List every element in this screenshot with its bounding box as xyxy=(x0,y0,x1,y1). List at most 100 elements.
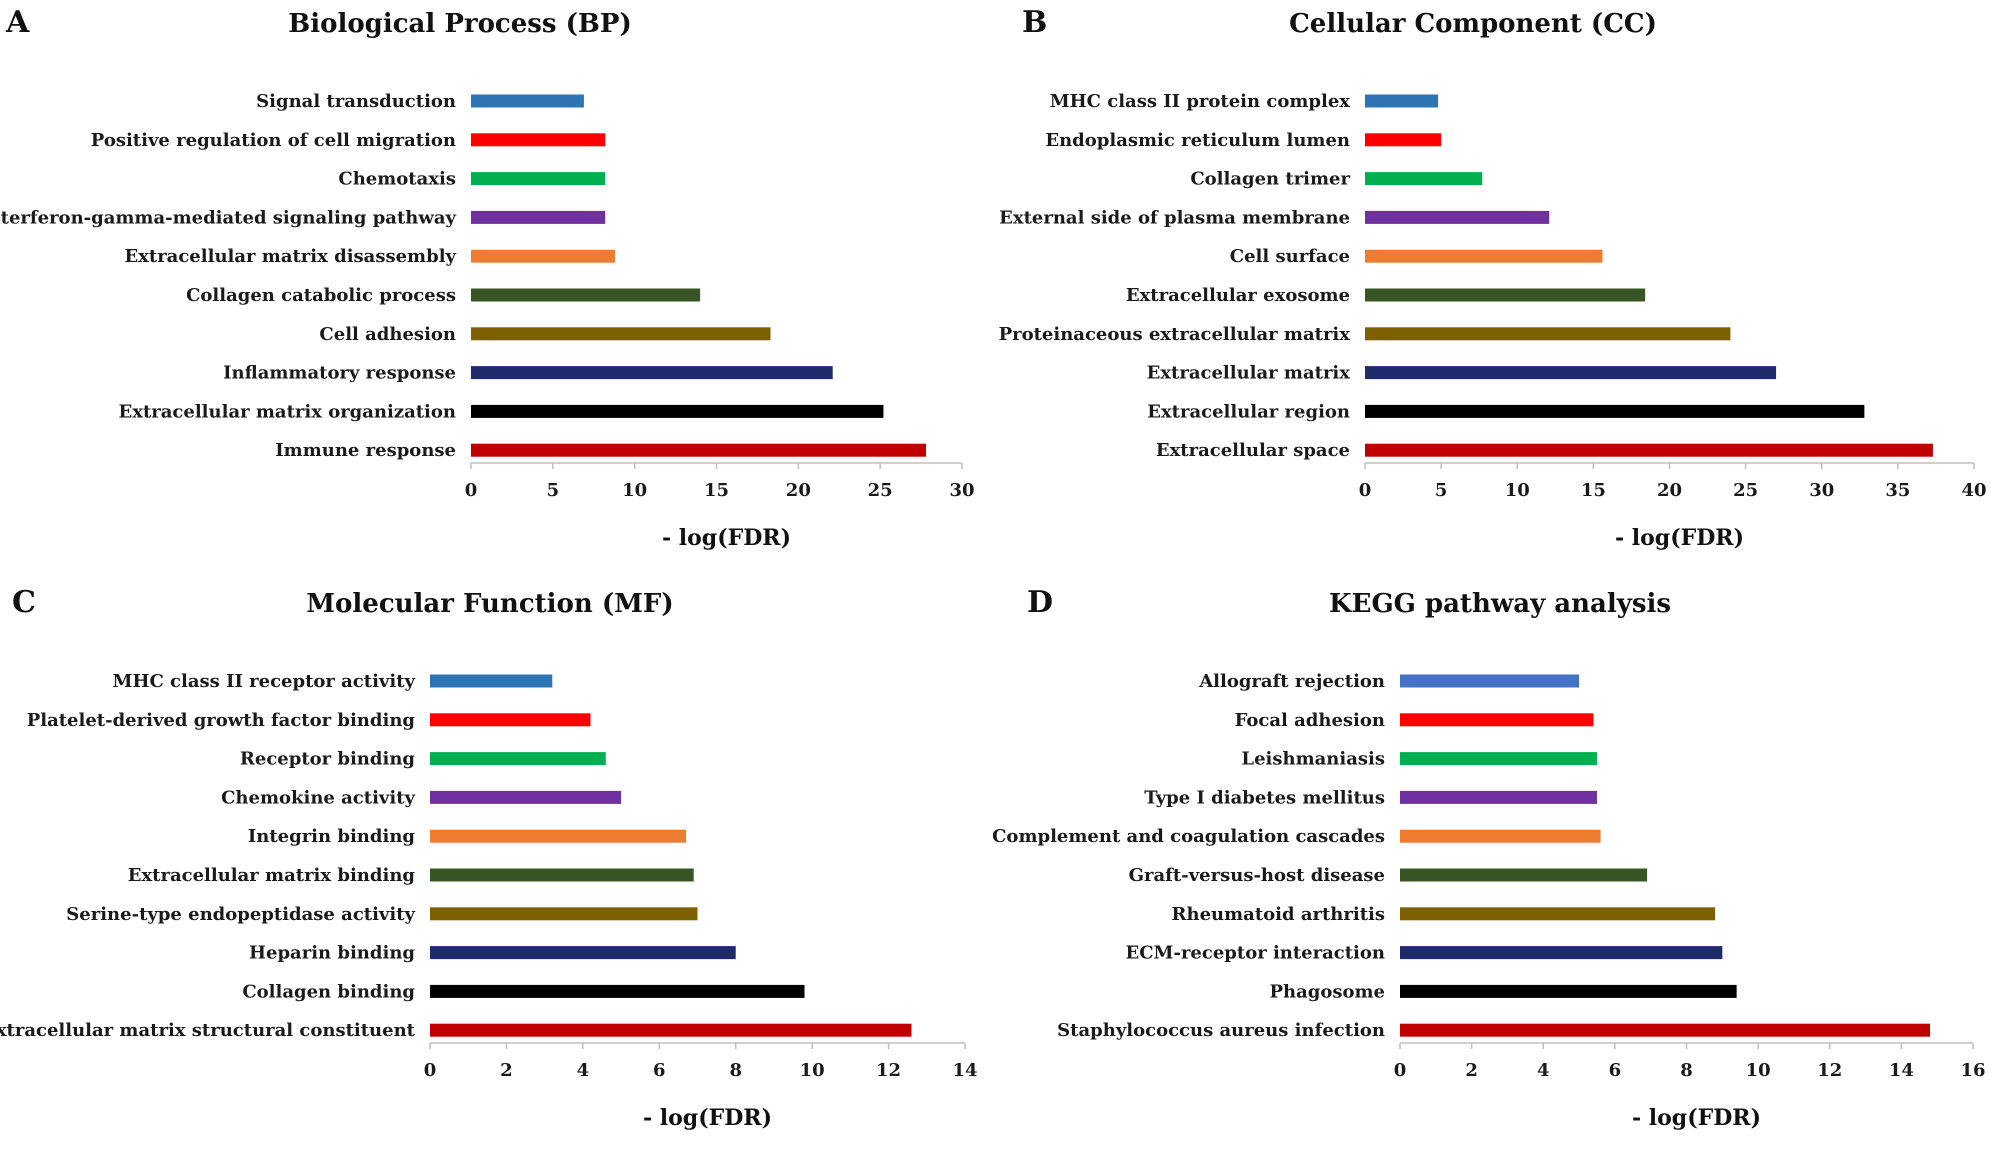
category-label-extracellular-region: Extracellular region xyxy=(1147,401,1350,422)
bar-mhc-class-ii-protein-complex xyxy=(1365,94,1439,108)
category-label-mhc-class-ii-receptor-activity: MHC class II receptor activity xyxy=(113,671,416,692)
bar-chemokine-activity xyxy=(430,790,622,804)
category-label-collagen-binding: Collagen binding xyxy=(242,981,415,1002)
chart-title: Biological Process (BP) xyxy=(288,9,632,39)
x-tick-label-6: 6 xyxy=(653,1060,666,1081)
x-tick-label-8: 8 xyxy=(729,1060,742,1081)
bar-heparin-binding xyxy=(430,946,736,960)
bar-endoplasmic-reticulum-lumen xyxy=(1365,133,1442,147)
bar-proteinaceous-extracellular-matrix xyxy=(1365,327,1731,341)
category-label-graft-versus-host-disease: Graft-versus-host disease xyxy=(1129,865,1385,886)
x-tick-label-0: 0 xyxy=(424,1060,437,1081)
x-tick-label-0: 0 xyxy=(1394,1060,1407,1081)
category-label-external-side-of-plasma-membrane: External side of plasma membrane xyxy=(999,207,1350,228)
category-label-interferon-gamma-mediated-signaling-pathway: Interferon-gamma-mediated signaling path… xyxy=(0,207,457,228)
bar-ecm-receptor-interaction xyxy=(1400,946,1723,960)
category-label-extracellular-space: Extracellular space xyxy=(1156,440,1350,461)
x-tick-label-10: 10 xyxy=(800,1060,825,1081)
bar-leishmaniasis xyxy=(1400,752,1597,766)
bar-staphylococcus-aureus-infection xyxy=(1400,1023,1931,1037)
category-label-extracellular-matrix-binding: Extracellular matrix binding xyxy=(128,865,416,886)
x-tick-label-35: 35 xyxy=(1885,480,1910,501)
x-tick-label-30: 30 xyxy=(1809,480,1834,501)
category-label-platelet-derived-growth-factor-binding: Platelet-derived growth factor binding xyxy=(27,710,416,731)
category-label-ecm-receptor-interaction: ECM-receptor interaction xyxy=(1126,943,1386,964)
bar-extracellular-region xyxy=(1365,404,1865,418)
category-label-collagen-trimer: Collagen trimer xyxy=(1190,169,1350,190)
x-axis-title: - log(FDR) xyxy=(1615,525,1744,551)
panel-d-kegg-pathway: D KEGG pathway analysis Allograft rejectio… xyxy=(992,580,1991,1160)
x-tick-label-8: 8 xyxy=(1680,1060,1693,1081)
chart-title: Molecular Function (MF) xyxy=(306,589,673,619)
category-label-inflammatory-response: Inflammatory response xyxy=(223,363,456,384)
category-label-type-i-diabetes-mellitus: Type I diabetes mellitus xyxy=(1144,787,1385,808)
chart-title: Cellular Component (CC) xyxy=(1289,9,1657,39)
x-tick-label-10: 10 xyxy=(1505,480,1530,501)
x-tick-label-14: 14 xyxy=(1889,1060,1914,1081)
category-label-immune-response: Immune response xyxy=(275,440,456,461)
x-tick-label-25: 25 xyxy=(868,480,893,501)
category-label-extracellular-matrix-organization: Extracellular matrix organization xyxy=(119,401,456,422)
category-label-extracellular-matrix: Extracellular matrix xyxy=(1147,363,1351,384)
bar-type-i-diabetes-mellitus xyxy=(1400,790,1597,804)
category-label-collagen-catabolic-process: Collagen catabolic process xyxy=(186,285,456,306)
category-label-mhc-class-ii-protein-complex: MHC class II protein complex xyxy=(1050,91,1351,112)
x-tick-label-15: 15 xyxy=(1581,480,1606,501)
category-label-proteinaceous-extracellular-matrix: Proteinaceous extracellular matrix xyxy=(999,324,1351,345)
category-label-integrin-binding: Integrin binding xyxy=(248,826,416,847)
bar-extracellular-matrix-organization xyxy=(471,404,884,418)
panel-letter: B xyxy=(1022,5,1047,40)
chart-svg-d: D KEGG pathway analysis Allograft rejectio… xyxy=(992,585,1985,1131)
bar-collagen-binding xyxy=(430,984,805,998)
bar-complement-and-coagulation-cascades xyxy=(1400,829,1601,843)
x-tick-label-5: 5 xyxy=(1435,480,1448,501)
bar-extracellular-matrix-structural-constituent xyxy=(430,1023,912,1037)
x-tick-label-14: 14 xyxy=(952,1060,977,1081)
bar-cell-adhesion xyxy=(471,327,771,341)
category-label-extracellular-matrix-disassembly: Extracellular matrix disassembly xyxy=(124,246,456,267)
x-tick-label-15: 15 xyxy=(704,480,729,501)
x-tick-label-0: 0 xyxy=(1359,480,1372,501)
x-tick-label-10: 10 xyxy=(1746,1060,1771,1081)
bar-collagen-trimer xyxy=(1365,172,1483,186)
category-label-positive-regulation-of-cell-migration: Positive regulation of cell migration xyxy=(91,130,456,151)
category-label-complement-and-coagulation-cascades: Complement and coagulation cascades xyxy=(992,826,1385,847)
bar-inflammatory-response xyxy=(471,366,833,380)
bar-interferon-gamma-mediated-signaling-pathway xyxy=(471,210,606,224)
x-tick-label-6: 6 xyxy=(1609,1060,1622,1081)
category-label-signal-transduction: Signal transduction xyxy=(256,91,456,112)
category-label-focal-adhesion: Focal adhesion xyxy=(1235,710,1385,731)
x-tick-label-25: 25 xyxy=(1733,480,1758,501)
bar-platelet-derived-growth-factor-binding xyxy=(430,713,591,727)
category-label-allograft-rejection: Allograft rejection xyxy=(1198,671,1385,692)
panel-letter: D xyxy=(1027,585,1053,620)
category-label-heparin-binding: Heparin binding xyxy=(249,943,415,964)
category-label-cell-surface: Cell surface xyxy=(1230,246,1350,267)
panel-letter: A xyxy=(5,5,30,40)
bar-extracellular-matrix-binding xyxy=(430,868,694,882)
x-tick-label-12: 12 xyxy=(876,1060,901,1081)
x-tick-label-4: 4 xyxy=(1537,1060,1550,1081)
bar-external-side-of-plasma-membrane xyxy=(1365,210,1550,224)
category-label-chemotaxis: Chemotaxis xyxy=(338,169,456,190)
panel-c-molecular-function: C Molecular Function (MF) MHC class II rec… xyxy=(0,580,996,1160)
x-tick-label-16: 16 xyxy=(1960,1060,1985,1081)
x-tick-label-20: 20 xyxy=(786,480,811,501)
category-label-rheumatoid-arthritis: Rheumatoid arthritis xyxy=(1172,904,1385,925)
panel-b-cellular-component: B Cellular Component (CC) MHC class II pro… xyxy=(995,0,1991,580)
category-label-leishmaniasis: Leishmaniasis xyxy=(1241,749,1385,770)
category-label-receptor-binding: Receptor binding xyxy=(240,749,416,770)
x-tick-label-20: 20 xyxy=(1657,480,1682,501)
category-label-endoplasmic-reticulum-lumen: Endoplasmic reticulum lumen xyxy=(1045,130,1350,151)
bar-extracellular-exosome xyxy=(1365,288,1646,302)
bar-immune-response xyxy=(471,443,926,457)
x-tick-label-10: 10 xyxy=(622,480,647,501)
bar-phagosome xyxy=(1400,984,1737,998)
category-label-serine-type-endopeptidase-activity: Serine-type endopeptidase activity xyxy=(66,904,415,925)
x-tick-label-5: 5 xyxy=(547,480,560,501)
x-tick-label-2: 2 xyxy=(1465,1060,1478,1081)
x-axis-title: - log(FDR) xyxy=(643,1105,772,1131)
chart-svg-b: B Cellular Component (CC) MHC class II pro… xyxy=(999,5,1987,551)
panel-letter: C xyxy=(12,585,36,620)
bar-positive-regulation-of-cell-migration xyxy=(471,133,606,147)
